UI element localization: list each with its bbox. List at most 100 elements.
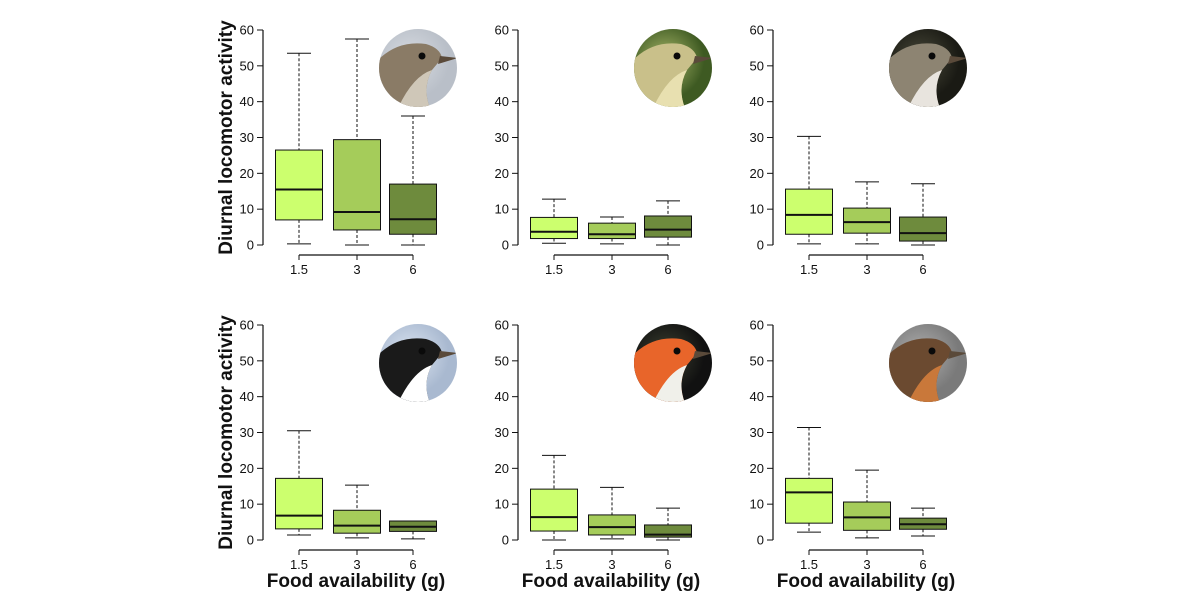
y-tick-label: 50 [240, 353, 254, 368]
y-tick-label: 0 [247, 533, 254, 548]
panel-4: 0 10 20 30 40 50 60 1.5 3 6 Diurnal locomotor acti… [216, 315, 457, 592]
x-tick-label: 6 [664, 262, 671, 277]
y-tick-label: 30 [750, 425, 764, 440]
iqr-box [530, 488, 578, 532]
box-6 [899, 507, 947, 537]
iqr-box [333, 139, 381, 231]
box-1.5 [785, 135, 833, 245]
x-axis-title: Food availability (g) [777, 571, 955, 592]
y-tick-label: 60 [750, 23, 764, 38]
y-tick-label: 20 [495, 461, 509, 476]
bird-eye [673, 347, 681, 355]
x-tick-label: 6 [664, 557, 671, 572]
x-tick-label: 3 [353, 262, 360, 277]
y-tick-label: 0 [502, 238, 509, 253]
bird-beak [693, 351, 712, 359]
y-tick-label: 60 [750, 318, 764, 333]
x-axis-title: Food availability (g) [522, 571, 700, 592]
bird-head-icon [379, 338, 457, 402]
y-tick-label: 20 [495, 166, 509, 181]
y-tick-label: 10 [240, 497, 254, 512]
y-tick-label: 30 [495, 425, 509, 440]
x-tick-label: 3 [608, 262, 615, 277]
y-tick-label: 50 [495, 58, 509, 73]
iqr-box [530, 216, 578, 240]
whitethroat-head-photo [889, 29, 967, 107]
box-6 [899, 183, 947, 246]
y-tick-label: 20 [240, 166, 254, 181]
y-tick-label: 30 [495, 130, 509, 145]
iqr-box [333, 509, 381, 534]
box-3 [333, 484, 381, 539]
box-6 [644, 200, 692, 246]
iqr-box [899, 216, 947, 242]
x-tick-label: 6 [409, 262, 416, 277]
y-tick-label: 60 [495, 23, 509, 38]
box-3 [588, 486, 636, 540]
y-tick-label: 50 [240, 58, 254, 73]
panel-3: 0 10 20 30 40 50 60 1.5 3 6 [750, 23, 967, 277]
bird-throat [398, 365, 432, 402]
x-tick-label: 3 [863, 262, 870, 277]
y-tick-label: 20 [750, 166, 764, 181]
y-tick-label: 10 [495, 497, 509, 512]
bird-eye [928, 52, 936, 60]
x-axis-title: Food availability (g) [267, 571, 445, 592]
box-3 [333, 38, 381, 246]
y-tick-label: 10 [495, 202, 509, 217]
yellowish-warbler-head-photo [634, 29, 712, 107]
iqr-box [275, 149, 323, 221]
grey-warbler-head-photo [379, 29, 457, 107]
bird-beak [948, 56, 967, 64]
box-3 [843, 181, 891, 245]
y-tick-label: 10 [750, 497, 764, 512]
y-tick-label: 50 [495, 353, 509, 368]
bird-head-icon [634, 43, 712, 107]
y-axis-title: Diurnal locomotor activity [216, 20, 237, 255]
whinchat-head-photo [889, 324, 967, 402]
y-tick-label: 40 [750, 94, 764, 109]
iqr-box [843, 501, 891, 531]
robin-head-photo [634, 324, 712, 402]
x-tick-label: 3 [353, 557, 360, 572]
bird-head-icon [889, 338, 967, 402]
y-tick-label: 40 [240, 389, 254, 404]
bird-beak [948, 351, 967, 359]
panel-1: 0 10 20 30 40 50 60 1.5 3 6 Diurnal locomotor acti… [216, 20, 457, 277]
bird-throat [653, 70, 687, 107]
x-tick-label: 6 [919, 262, 926, 277]
iqr-box [843, 207, 891, 234]
bird-head-icon [379, 43, 457, 107]
y-tick-label: 0 [757, 238, 764, 253]
bird-beak [438, 351, 457, 359]
y-tick-label: 10 [750, 202, 764, 217]
box-6 [389, 520, 437, 540]
panel-2: 0 10 20 30 40 50 60 1.5 3 6 [495, 23, 712, 277]
y-tick-label: 60 [495, 318, 509, 333]
y-tick-label: 30 [240, 425, 254, 440]
y-tick-label: 20 [240, 461, 254, 476]
iqr-box [644, 215, 692, 238]
y-tick-label: 0 [757, 533, 764, 548]
bird-throat [653, 365, 687, 402]
box-1.5 [530, 198, 578, 244]
y-tick-label: 30 [240, 130, 254, 145]
box-1.5 [785, 426, 833, 533]
x-tick-label: 1.5 [290, 557, 308, 572]
x-tick-label: 1.5 [800, 262, 818, 277]
iqr-box [275, 477, 323, 530]
x-tick-label: 3 [608, 557, 615, 572]
bird-eye [418, 347, 426, 355]
y-tick-label: 0 [247, 238, 254, 253]
x-tick-label: 6 [409, 557, 416, 572]
x-tick-label: 6 [919, 557, 926, 572]
y-tick-label: 40 [495, 94, 509, 109]
bird-throat [398, 70, 432, 107]
bird-eye [673, 52, 681, 60]
x-tick-label: 1.5 [545, 557, 563, 572]
y-tick-label: 20 [750, 461, 764, 476]
y-tick-label: 40 [495, 389, 509, 404]
bird-head-icon [889, 43, 967, 107]
